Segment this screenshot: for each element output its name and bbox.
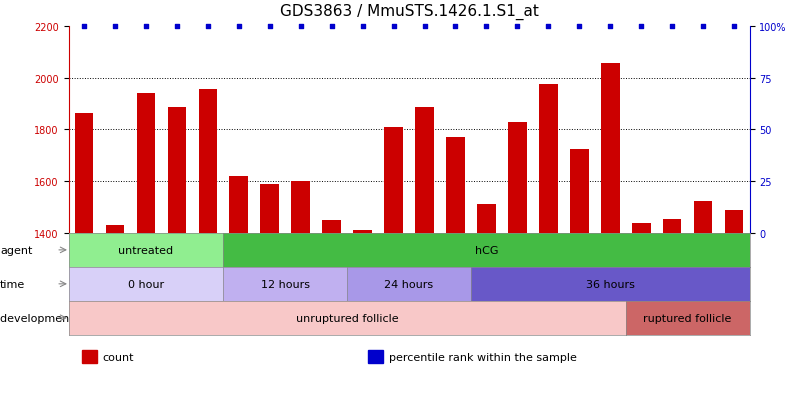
Bar (368, 350, 383, 363)
Point (635, 24, 648, 30)
Text: ruptured follicle: ruptured follicle (643, 313, 732, 323)
Point (109, 24, 122, 30)
Point (573, 24, 586, 30)
Point (202, 24, 214, 30)
Bar (230, 177, 248, 413)
Text: 24 hours: 24 hours (384, 279, 434, 289)
Point (666, 24, 679, 30)
Bar (384, 128, 403, 413)
Bar (725, 210, 743, 413)
Bar (570, 150, 588, 413)
Point (356, 24, 369, 30)
Point (511, 24, 524, 30)
Title: GDS3863 / MmuSTS.1426.1.S1_at: GDS3863 / MmuSTS.1426.1.S1_at (280, 4, 538, 20)
Text: 36 hours: 36 hours (586, 279, 634, 289)
Point (387, 24, 400, 30)
Point (696, 24, 709, 30)
Bar (168, 108, 186, 413)
Bar (260, 184, 279, 413)
Bar (508, 122, 526, 413)
Point (139, 24, 152, 30)
Bar (477, 205, 496, 413)
Bar (694, 201, 713, 413)
Bar (322, 221, 341, 413)
Bar (82, 350, 97, 363)
Bar (415, 108, 434, 413)
Text: count: count (102, 352, 134, 362)
Bar (106, 225, 124, 413)
Text: 0 hour: 0 hour (128, 279, 164, 289)
Point (449, 24, 462, 30)
Bar (198, 90, 217, 413)
Bar (632, 223, 650, 413)
Bar (539, 85, 558, 413)
Text: development stage: development stage (0, 313, 108, 323)
Point (325, 24, 338, 30)
Point (77, 24, 90, 30)
Point (604, 24, 617, 30)
Point (418, 24, 431, 30)
Point (294, 24, 307, 30)
Bar (75, 113, 93, 413)
Bar (663, 219, 682, 413)
Bar (353, 231, 372, 413)
Bar (137, 94, 156, 413)
Text: hCG: hCG (475, 245, 498, 255)
Bar (601, 64, 620, 413)
Text: 12 hours: 12 hours (260, 279, 310, 289)
Bar (292, 182, 310, 413)
Point (264, 24, 276, 30)
Point (542, 24, 555, 30)
Text: agent: agent (0, 245, 32, 255)
Bar (447, 138, 465, 413)
Text: percentile rank within the sample: percentile rank within the sample (388, 352, 576, 362)
Point (728, 24, 741, 30)
Text: time: time (0, 279, 25, 289)
Point (232, 24, 245, 30)
Text: unruptured follicle: unruptured follicle (296, 313, 398, 323)
Point (480, 24, 493, 30)
Text: untreated: untreated (118, 245, 173, 255)
Point (170, 24, 183, 30)
